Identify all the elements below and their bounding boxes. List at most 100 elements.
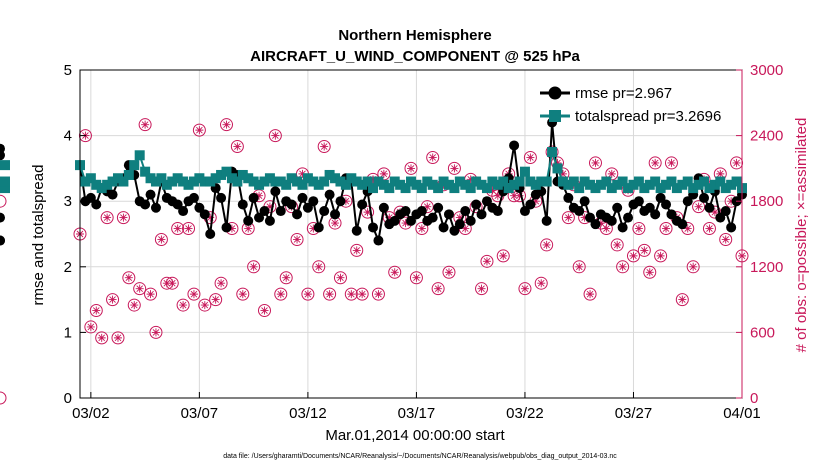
rmse-point [259,206,270,217]
obs-possible-point [426,150,440,164]
y-tick-label: 1 [64,324,72,341]
totalspread-point [172,173,183,184]
totalspread-point [693,179,704,190]
totalspread-point [378,179,389,190]
totalspread-point [150,176,161,187]
obs-assimilated-point [173,224,182,233]
rmse-point [661,199,672,210]
rmse-point [85,192,96,203]
totalspread-point [178,176,189,187]
totalspread-point [340,179,351,190]
totalspread-point [476,179,487,190]
chart-title: Northern Hemisphere [338,27,491,44]
totalspread-point [547,147,558,157]
rmse-point [406,215,416,226]
obs-assimilated-point [309,224,318,233]
obs-possible-point [643,265,657,279]
obs-assimilated-point [455,213,464,222]
obs-possible-point [144,287,158,301]
obs-assimilated-point [434,284,443,293]
totalspread-point [243,173,254,184]
totalspread-point [129,160,140,171]
obs-assimilated-point [580,213,589,222]
totalspread-point [395,179,406,190]
rmse-point [443,209,454,220]
totalspread-point [422,176,433,187]
obs-assimilated-point [645,268,654,277]
rmse-point [0,150,5,161]
obs-assimilated-point [716,169,725,178]
rmse-point [140,199,151,210]
rmse-point [254,212,265,223]
obs-possible-point [138,118,152,132]
obs-assimilated-point [244,224,253,233]
totalspread-point [313,179,324,190]
rmse-point [188,192,199,203]
totalspread-point [427,179,438,190]
obs-assimilated-point [271,131,280,140]
rmse-point [302,202,313,213]
obs-assimilated-point [179,301,188,310]
obs-assimilated-point [417,224,426,233]
totalspread-point [264,173,275,184]
obs-assimilated-point [320,142,329,151]
obs-possible-point [404,161,418,175]
totalspread-point [514,176,525,187]
totalspread-point [644,179,655,190]
obs-possible-point [312,260,326,274]
obs-assimilated-point [510,191,519,200]
obs-assimilated-point [488,186,497,195]
totalspread-point [351,176,362,187]
obs-possible-point [0,391,7,405]
rmse-point [275,206,286,217]
obs-possible-point [588,156,602,170]
obs-assimilated-point [667,158,676,167]
obs-possible-point [176,298,190,312]
rmse-point [726,222,737,233]
rmse-point [481,196,492,207]
obs-assimilated-point [217,279,226,288]
obs-assimilated-point [206,213,215,222]
obs-assimilated-point [363,208,372,217]
obs-possible-point [290,232,304,246]
totalspread-point [140,166,151,177]
totalspread-point [286,173,297,184]
obs-possible-point [171,222,185,236]
rmse-point [199,209,210,220]
rmse-point [541,215,552,226]
obs-assimilated-point [146,290,155,299]
y-tick-label: 0 [64,390,72,407]
totalspread-point [335,176,346,187]
obs-assimilated-point [108,295,117,304]
totalspread-point [617,176,628,187]
obs-assimilated-point [97,333,106,342]
rmse-point [519,206,530,217]
obs-possible-point [182,222,196,236]
y2-tick-label: 3000 [750,62,783,79]
obs-possible-point [301,287,315,301]
totalspread-point [563,179,574,190]
totalspread-point [590,183,601,194]
rmse-point [378,202,389,213]
obs-assimilated-point [727,197,736,206]
obs-assimilated-point [151,328,160,337]
rmse-point [357,199,368,210]
obs-possible-point [89,304,103,318]
obs-assimilated-point [515,191,524,200]
obs-possible-point [605,167,619,181]
rmse-point [150,202,161,213]
obs-assimilated-point [189,290,198,299]
totalspread-point [145,173,156,184]
obs-assimilated-point [141,120,150,129]
obs-assimilated-point [634,224,643,233]
totalspread-point [655,183,666,194]
obs-assimilated-point [195,126,204,135]
obs-possible-point [154,232,168,246]
obs-possible-point [257,304,271,318]
totalspread-point [530,179,541,190]
obs-possible-point [268,129,282,143]
obs-assimilated-point [238,290,247,299]
obs-assimilated-point [124,273,133,282]
rmse-point [699,192,710,203]
obs-possible-point [149,325,163,339]
